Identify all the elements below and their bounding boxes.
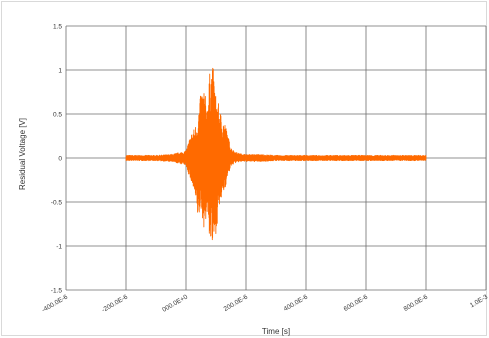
voltage-series-line (125, 67, 427, 241)
x-axis-label: Time [s] (262, 327, 290, 336)
y-tick-label: -0.5 (51, 200, 63, 207)
y-tick-label: 0 (58, 156, 62, 163)
x-tick-labels: -400.0E-6 -200.0E-6 000.0E+0 200.0E-6 400.0E… (41, 293, 489, 314)
x-tick-label: 600.0E-6 (343, 293, 370, 312)
y-tick-label: 0.5 (53, 112, 62, 119)
y-tick-labels: 1.5 1 0.5 0 -0.5 -1 -1.5 (51, 24, 63, 295)
x-tick-label: -200.0E-6 (101, 293, 130, 314)
x-tick-label: 400.0E-6 (283, 293, 310, 312)
series-group (125, 67, 427, 241)
x-tick-label: 200.0E-6 (223, 293, 250, 312)
grid-lines (65, 25, 487, 291)
y-tick-label: 1.5 (53, 24, 62, 31)
y-tick-label: -1.5 (51, 288, 63, 295)
y-tick-label: 1 (58, 68, 62, 75)
x-tick-label: 800.0E-6 (403, 293, 430, 312)
x-tick-label: -400.0E-6 (41, 293, 70, 314)
y-axis-label: Residual Voltage [V] (18, 118, 27, 190)
x-tick-label: 000.0E+0 (161, 293, 189, 313)
y-tick-label: -1 (56, 244, 62, 251)
x-tick-label: 1.0E-3 (469, 293, 489, 309)
